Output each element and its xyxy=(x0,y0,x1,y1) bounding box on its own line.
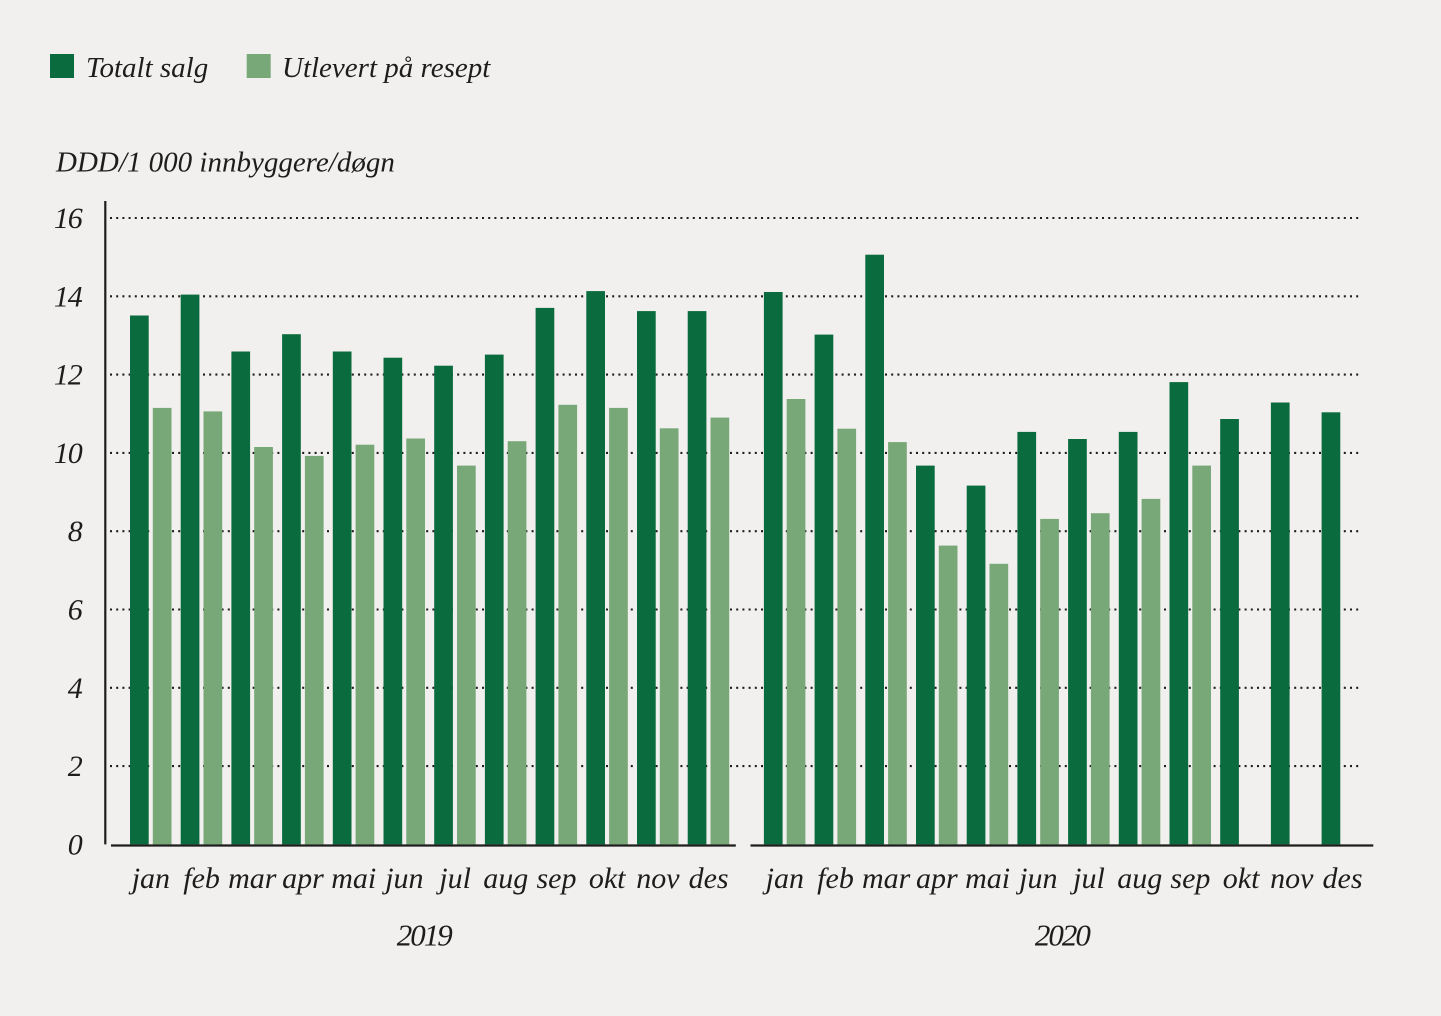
svg-text:DDD/1 000 innbyggere/døgn: DDD/1 000 innbyggere/døgn xyxy=(55,147,395,179)
svg-text:apr: apr xyxy=(916,862,958,895)
svg-text:jul: jul xyxy=(435,862,471,895)
svg-text:nov: nov xyxy=(636,862,680,895)
svg-text:jan: jan xyxy=(128,862,170,895)
svg-text:jun: jun xyxy=(1015,862,1057,895)
svg-text:feb: feb xyxy=(817,862,854,895)
svg-text:mai: mai xyxy=(965,862,1010,895)
svg-text:sep: sep xyxy=(537,862,577,895)
svg-text:aug: aug xyxy=(483,862,528,895)
svg-text:6: 6 xyxy=(68,594,83,627)
svg-text:apr: apr xyxy=(282,862,324,895)
svg-text:sep: sep xyxy=(1170,862,1210,895)
svg-text:nov: nov xyxy=(1270,862,1314,895)
svg-text:des: des xyxy=(689,862,729,895)
svg-text:jul: jul xyxy=(1069,862,1105,895)
svg-text:2019: 2019 xyxy=(397,918,453,953)
svg-text:Totalt salg: Totalt salg xyxy=(86,52,208,84)
svg-text:2020: 2020 xyxy=(1035,918,1092,953)
svg-text:mai: mai xyxy=(331,862,376,895)
svg-text:mar: mar xyxy=(862,862,911,895)
svg-text:okt: okt xyxy=(589,862,626,895)
svg-text:0: 0 xyxy=(68,828,83,861)
svg-text:des: des xyxy=(1323,862,1363,895)
svg-text:mar: mar xyxy=(228,862,277,895)
svg-text:okt: okt xyxy=(1223,862,1260,895)
svg-text:14: 14 xyxy=(54,280,83,313)
svg-text:8: 8 xyxy=(68,515,83,548)
svg-text:2: 2 xyxy=(68,750,83,783)
svg-text:10: 10 xyxy=(54,437,83,470)
svg-text:Utlevert på resept: Utlevert på resept xyxy=(282,52,491,84)
svg-text:feb: feb xyxy=(183,862,220,895)
svg-text:16: 16 xyxy=(54,202,83,235)
svg-text:4: 4 xyxy=(68,672,83,705)
svg-text:aug: aug xyxy=(1117,862,1162,895)
svg-text:jun: jun xyxy=(381,862,423,895)
svg-text:jan: jan xyxy=(762,862,804,895)
svg-text:12: 12 xyxy=(54,359,83,392)
